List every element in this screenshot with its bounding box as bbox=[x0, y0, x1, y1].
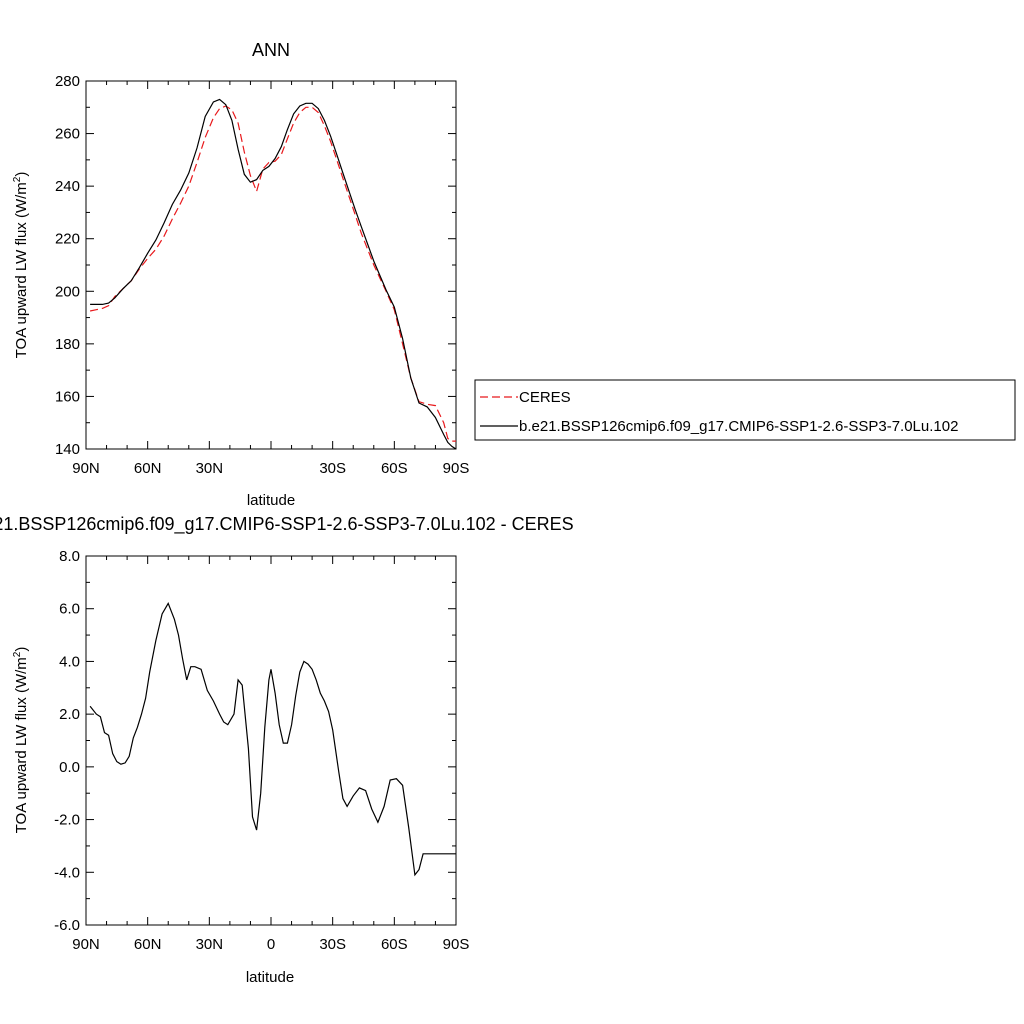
bottom-y-axis-label: TOA upward LW flux (W/m2) bbox=[12, 647, 30, 834]
x-tick-label: 60N bbox=[134, 460, 162, 477]
bottom-series-lines bbox=[89, 602, 456, 877]
x-tick-label: 90N bbox=[72, 936, 100, 953]
x-tick-label: 60N bbox=[134, 936, 162, 953]
y-tick-label: 240 bbox=[55, 178, 80, 195]
x-tick-label: 90S bbox=[443, 936, 470, 953]
y-tick-label: 6.0 bbox=[59, 601, 80, 618]
x-tick-label: 60S bbox=[381, 460, 408, 477]
x-tick-label: 60S bbox=[381, 936, 408, 953]
y-tick-label: 200 bbox=[55, 283, 80, 300]
y-tick-label: -4.0 bbox=[54, 864, 80, 881]
bottom-chart-panel: b.e21.BSSP126cmip6.f09_g17.CMIP6-SSP1-2.… bbox=[0, 514, 574, 986]
y-tick-label: 180 bbox=[55, 336, 80, 353]
bottom-x-ticks: 90N 60N 30N 0 30S 60S 90S bbox=[72, 556, 469, 953]
bottom-plot-frame bbox=[85, 555, 457, 926]
y-tick-label: 2.0 bbox=[59, 706, 80, 723]
x-tick-label: 0 bbox=[267, 936, 275, 953]
y-tick-label: 140 bbox=[55, 441, 80, 458]
series-line-0 bbox=[89, 105, 456, 442]
top-y-ticks: 140 160 180 200 220 240 260 280 bbox=[55, 73, 456, 458]
x-tick-label: 30N bbox=[196, 936, 224, 953]
x-tick-label: 90S bbox=[443, 460, 470, 477]
series-line-0 bbox=[89, 602, 456, 877]
y-tick-label: 220 bbox=[55, 231, 80, 248]
y-tick-label: -2.0 bbox=[54, 812, 80, 829]
x-tick-label: 30S bbox=[319, 460, 346, 477]
x-tick-label: 30N bbox=[196, 460, 224, 477]
y-tick-label: 260 bbox=[55, 126, 80, 143]
series-line-1 bbox=[90, 98, 457, 450]
x-tick-label: 90N bbox=[72, 460, 100, 477]
legend-ceres-label: CERES bbox=[519, 389, 571, 406]
top-x-ticks: 90N 60N 30N 30S 60S 90S bbox=[72, 81, 469, 477]
bottom-y-ticks: -6.0 -4.0 -2.0 0.0 2.0 4.0 6.0 8.0 bbox=[54, 548, 456, 934]
y-tick-label: 160 bbox=[55, 388, 80, 405]
y-tick-label: 0.0 bbox=[59, 759, 80, 776]
bottom-chart-title: b.e21.BSSP126cmip6.f09_g17.CMIP6-SSP1-2.… bbox=[0, 514, 574, 535]
y-tick-label: 8.0 bbox=[59, 548, 80, 565]
top-chart-title: ANN bbox=[252, 40, 290, 60]
y-tick-label: 280 bbox=[55, 73, 80, 90]
top-chart-panel: ANN 140 160 180 200 220 240 260 280 90N 60N 30N 30… bbox=[12, 40, 469, 509]
legend-box bbox=[474, 379, 1016, 441]
x-tick-label: 30S bbox=[319, 936, 346, 953]
legend-model-label: b.e21.BSSP126cmip6.f09_g17.CMIP6-SSP1-2.… bbox=[519, 418, 958, 435]
bottom-x-axis-label: latitude bbox=[246, 969, 294, 986]
top-series-lines bbox=[89, 98, 457, 450]
chart-legend: CERES b.e21.BSSP126cmip6.f09_g17.CMIP6-S… bbox=[474, 379, 1016, 441]
y-tick-label: -6.0 bbox=[54, 917, 80, 934]
y-tick-label: 4.0 bbox=[59, 653, 80, 670]
top-y-axis-label: TOA upward LW flux (W/m2) bbox=[12, 172, 30, 359]
top-x-axis-label: latitude bbox=[247, 492, 295, 509]
